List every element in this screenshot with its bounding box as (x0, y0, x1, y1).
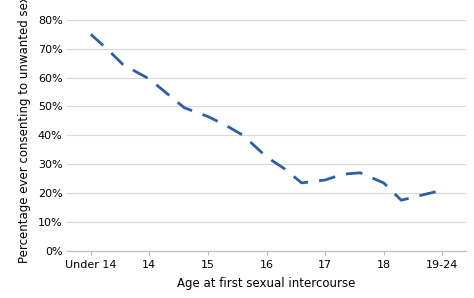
Y-axis label: Percentage ever consenting to unwanted sex: Percentage ever consenting to unwanted s… (18, 0, 31, 263)
X-axis label: Age at first sexual intercourse: Age at first sexual intercourse (177, 277, 356, 290)
